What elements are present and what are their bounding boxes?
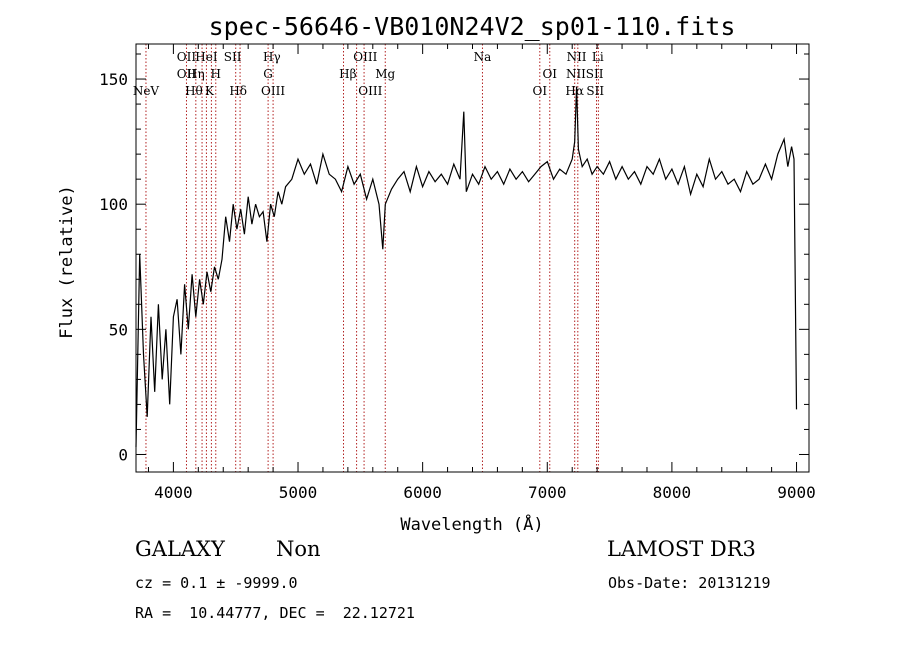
line-label: OI: [533, 84, 548, 98]
line-label: Hβ: [339, 67, 356, 81]
object-class: GALAXY: [135, 537, 225, 561]
x-tick-label: 6000: [403, 483, 442, 502]
obs-date-text: Obs-Date: 20131219: [608, 574, 771, 592]
y-tick-label: 100: [99, 195, 128, 214]
line-label: OIII: [353, 50, 377, 64]
line-label: HeI: [195, 50, 218, 64]
coordinates-text: RA = 10.44777, DEC = 22.12721: [135, 604, 415, 622]
line-label: Hδ: [229, 84, 247, 98]
plot-area: NeVOIIOIIHηHeIMgNaOIOIHθHKSIIHδHγGOIIIOI…: [99, 43, 816, 502]
line-label: H: [211, 67, 221, 81]
line-label: SII: [224, 50, 242, 64]
chart-title: spec-56646-VB010N24V2_sp01-110.fits: [209, 12, 736, 41]
y-tick-label: 50: [109, 320, 128, 339]
x-tick-label: 8000: [653, 483, 692, 502]
line-label: Hη: [187, 67, 205, 81]
line-label: SII: [586, 67, 604, 81]
survey-name: LAMOST DR3: [607, 537, 756, 561]
line-label: NeV: [133, 84, 160, 98]
spectrum-line: [135, 86, 798, 448]
x-tick-label: 9000: [777, 483, 816, 502]
line-label: SII: [586, 84, 604, 98]
line-label: OII: [177, 50, 197, 64]
redshift-text: cz = 0.1 ± -9999.0: [135, 574, 298, 592]
object-subclass: Non: [276, 537, 321, 561]
line-label: OIII: [358, 84, 382, 98]
y-tick-label: 0: [118, 445, 128, 464]
line-label: Li: [592, 50, 604, 64]
y-axis-label: Flux (relative): [57, 185, 77, 339]
line-label: OI: [542, 67, 557, 81]
line-label: NII: [567, 50, 587, 64]
x-tick-label: 7000: [528, 483, 567, 502]
x-tick-label: 5000: [279, 483, 318, 502]
line-label: OIII: [261, 84, 285, 98]
line-label: Mg: [375, 67, 395, 81]
x-axis-label: Wavelength (Å): [400, 513, 543, 535]
line-label: NII: [566, 67, 586, 81]
line-label: Hθ: [185, 84, 203, 98]
y-tick-label: 150: [99, 70, 128, 89]
x-tick-label: 4000: [154, 483, 193, 502]
plot-frame: [135, 43, 810, 473]
line-label: Hγ: [263, 50, 281, 64]
line-label: Na: [474, 50, 492, 64]
line-label: OII: [177, 67, 197, 81]
line-label: G: [263, 67, 273, 81]
line-label: K: [205, 84, 215, 98]
line-label: Hα: [565, 84, 584, 98]
